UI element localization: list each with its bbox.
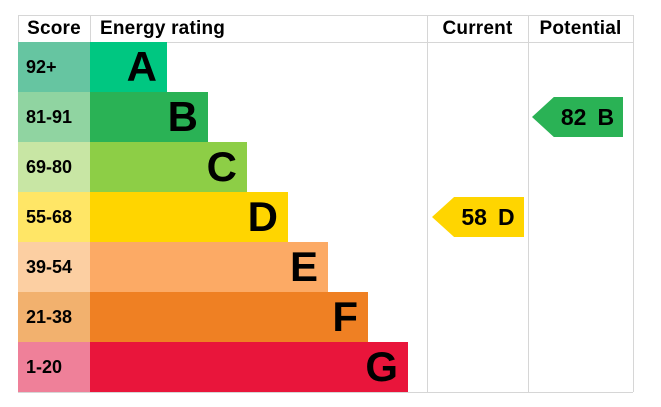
band-row-d: 55-68 D xyxy=(18,192,633,242)
score-column-header: Score xyxy=(27,17,81,39)
band-bar-b: B xyxy=(90,92,208,142)
potential-rating-arrow: 82 B xyxy=(532,97,623,137)
score-range-f: 21-38 xyxy=(18,292,90,342)
table-bottom-border xyxy=(18,392,633,393)
band-bar-d: D xyxy=(90,192,288,242)
potential-rating-band: B xyxy=(597,103,615,130)
band-bar-g: G xyxy=(90,342,408,392)
score-range-b: 81-91 xyxy=(18,92,90,142)
current-rating-arrow: 58 D xyxy=(432,197,524,237)
current-rating-score: 58 xyxy=(461,203,487,230)
band-letter-c: C xyxy=(206,143,237,190)
band-row-a: 92+ A xyxy=(18,42,633,92)
score-range-d: 55-68 xyxy=(18,192,90,242)
current-column-header: Current xyxy=(442,17,513,39)
band-row-f: 21-38 F xyxy=(18,292,633,342)
score-column-divider xyxy=(90,15,91,42)
band-bar-c: C xyxy=(90,142,247,192)
potential-column-header: Potential xyxy=(539,17,622,39)
potential-rating-score: 82 xyxy=(560,103,587,130)
band-letter-f: F xyxy=(332,293,358,340)
score-range-g: 1-20 xyxy=(18,342,90,392)
band-row-c: 69-80 C xyxy=(18,142,633,192)
band-row-e: 39-54 E xyxy=(18,242,633,292)
band-bar-f: F xyxy=(90,292,368,342)
header-left-border xyxy=(18,15,19,42)
current-column-divider xyxy=(427,15,428,392)
score-range-a: 92+ xyxy=(18,42,90,92)
header-bottom-border xyxy=(18,42,633,43)
band-row-b: 81-91 B xyxy=(18,92,633,142)
band-bar-e: E xyxy=(90,242,328,292)
table-top-border xyxy=(18,15,633,16)
score-range-c: 69-80 xyxy=(18,142,90,192)
potential-column-divider xyxy=(528,15,529,392)
score-range-e: 39-54 xyxy=(18,242,90,292)
band-letter-e: E xyxy=(289,243,318,290)
energy-rating-column-header: Energy rating xyxy=(100,17,226,39)
band-letter-a: A xyxy=(126,43,157,90)
current-rating-band: D xyxy=(497,203,515,230)
band-letter-b: B xyxy=(167,93,198,140)
band-letter-d: D xyxy=(247,193,278,240)
band-letter-g: G xyxy=(365,343,398,390)
table-right-border xyxy=(633,15,634,392)
band-bar-a: A xyxy=(90,42,167,92)
band-row-g: 1-20 G xyxy=(18,342,633,392)
